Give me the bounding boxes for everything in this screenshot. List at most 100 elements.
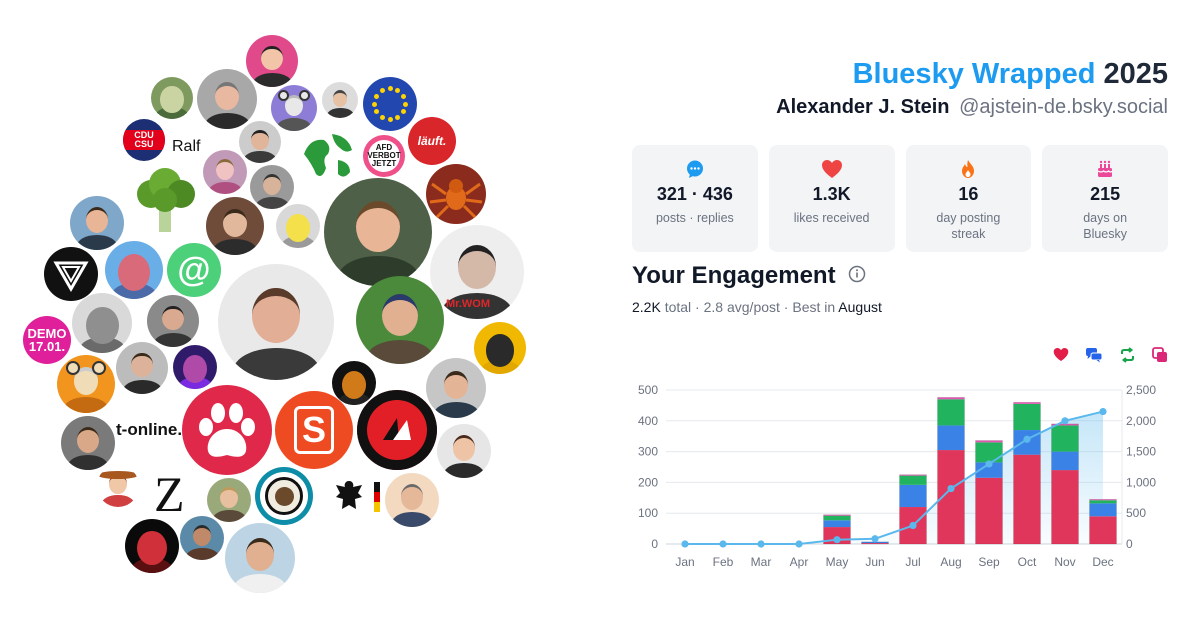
avatar-man-brown[interactable] — [61, 416, 115, 470]
avatar-thinker[interactable] — [72, 293, 132, 353]
avatar-s-logo[interactable]: S — [275, 391, 353, 469]
s-logo-box: S — [293, 405, 335, 455]
avatar-eu-flag[interactable] — [363, 77, 417, 131]
avatar-smiling-man[interactable] — [324, 178, 432, 286]
cumulative-point — [681, 540, 689, 548]
legend-replies-icon[interactable] — [1085, 347, 1103, 363]
stat-label: posts · replies — [655, 211, 734, 225]
avatar-mouse-orange[interactable] — [57, 355, 115, 413]
bar-segment-nov-1 — [1051, 451, 1079, 471]
avatar-body — [102, 495, 134, 507]
avatar-bearded-man[interactable] — [70, 196, 124, 250]
x-tick-label: Mar — [751, 555, 772, 569]
avatar-glasses-smile[interactable] — [116, 342, 168, 394]
bar-segment-jul-3 — [899, 474, 927, 476]
x-tick-label: Nov — [1054, 555, 1075, 569]
avatar-body — [276, 118, 312, 131]
avatar-cdu-csu[interactable]: CDU CSU — [123, 119, 165, 161]
avatar-cat[interactable] — [332, 361, 376, 405]
avatar-main-man[interactable] — [218, 264, 334, 380]
avatar-bird[interactable] — [151, 77, 193, 119]
avatar-yellow[interactable] — [474, 322, 526, 374]
avatar-smiling-man2[interactable] — [225, 523, 295, 593]
avatar-body — [185, 547, 219, 560]
avatar-group[interactable] — [250, 165, 294, 209]
avatar-eagle[interactable] — [328, 475, 370, 517]
avatar-broccoli[interactable] — [123, 160, 207, 244]
cdu-csu-text: CDU CSU — [123, 130, 165, 150]
avatar-glasses-man[interactable] — [197, 69, 257, 129]
eu-star — [379, 115, 385, 121]
avatar-fish[interactable] — [125, 519, 179, 573]
avatar-purple[interactable] — [173, 345, 217, 389]
avatar-face — [284, 94, 304, 117]
user-handle[interactable]: @ajstein-de.bsky.social — [959, 96, 1168, 118]
legend-likes-heart-icon[interactable] — [1053, 347, 1069, 363]
zeit-logo-text: Z — [154, 466, 185, 522]
engagement-total: 2.2K — [632, 299, 661, 315]
avatar-face — [223, 209, 247, 237]
avatar-afd-verbot[interactable]: AFD VERBOT JETZT — [363, 135, 405, 177]
avatar-woman[interactable] — [437, 424, 491, 478]
cumulative-point — [909, 521, 917, 530]
cumulative-point — [1099, 407, 1107, 416]
avatar-man-hat[interactable] — [147, 295, 199, 347]
avatar-ring[interactable] — [255, 467, 313, 525]
avatar-helmet-man[interactable] — [356, 276, 444, 364]
avatar-body — [212, 509, 246, 522]
avatar-bald-man[interactable] — [322, 82, 358, 118]
eu-star — [387, 117, 393, 123]
avatar-art[interactable] — [105, 241, 163, 299]
avatar-face — [332, 89, 348, 107]
avatar-face — [261, 45, 283, 71]
avatar-mr-wom[interactable] — [430, 225, 524, 319]
avatar-paw[interactable] — [182, 385, 272, 475]
avatar-face — [137, 531, 167, 566]
avatar-cartoon-pig[interactable] — [203, 150, 247, 194]
avatar-lauft[interactable]: läuft. — [408, 117, 456, 165]
avatar-cartoon-man[interactable] — [385, 473, 439, 527]
avatar-face — [251, 129, 269, 150]
stat-card-days: 215 days on Bluesky — [1042, 145, 1168, 252]
brand-title: Bluesky Wrapped — [852, 58, 1096, 90]
bar-segment-jul-1 — [899, 484, 927, 508]
bar-segment-sep-2 — [975, 442, 1003, 463]
legend-repost-icon[interactable] — [1119, 347, 1136, 363]
avatar-triangle[interactable] — [44, 247, 98, 301]
y-tick-label: 500 — [638, 383, 658, 397]
avatar-man-glasses2[interactable] — [426, 358, 486, 418]
avatar-body — [252, 72, 292, 87]
avatar-duck[interactable] — [276, 204, 320, 248]
y-tick-label: 400 — [638, 414, 658, 428]
eu-star — [373, 93, 379, 99]
x-tick-label: Dec — [1092, 555, 1113, 569]
avatar-woman-dark[interactable] — [206, 197, 264, 255]
avatar-face — [457, 244, 497, 290]
avatar-man-dark[interactable] — [239, 121, 281, 163]
avatar-at-sign[interactable]: @ — [167, 243, 221, 297]
bar-segment-aug-3 — [937, 397, 965, 400]
avatar-bearded-cartoon[interactable] — [180, 516, 224, 560]
y2-tick-label: 2,500 — [1126, 383, 1156, 397]
bar-outline-sep — [975, 440, 1003, 545]
legend-quote-icon[interactable] — [1152, 347, 1168, 363]
avatar-green-globe[interactable] — [294, 124, 362, 192]
eu-star — [395, 115, 401, 121]
bar-segment-may-3 — [823, 514, 851, 516]
mouse-ear — [91, 360, 107, 376]
avatar-demo[interactable]: DEMO 17.01. — [23, 316, 71, 364]
avatar-body — [208, 181, 242, 194]
avatar-blonde-woman[interactable] — [207, 478, 251, 522]
avatar-spider[interactable] — [426, 164, 486, 224]
bar-outline-aug — [937, 396, 965, 545]
avatar-cartoon-hat[interactable] — [97, 465, 139, 507]
y-tick-label: 300 — [638, 445, 658, 459]
info-icon[interactable] — [848, 262, 866, 290]
german-flag — [374, 482, 380, 512]
engagement-best-month: August — [838, 299, 882, 315]
bar-segment-sep-1 — [975, 462, 1003, 478]
avatar-antifa[interactable] — [357, 390, 437, 470]
avatar-face — [85, 207, 109, 233]
avatar-mouse-cartoon[interactable] — [271, 85, 317, 131]
avatar-red-bg[interactable] — [246, 35, 298, 87]
